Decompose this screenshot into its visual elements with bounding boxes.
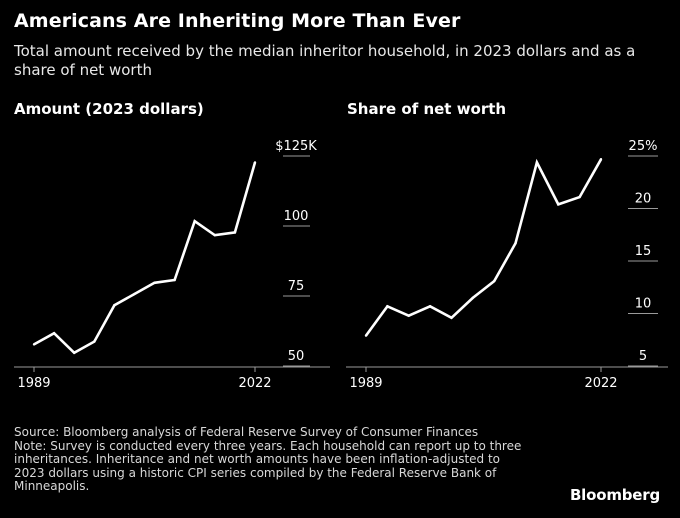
amount-data-point [153,281,156,284]
amount-y-tick-label: 100 [284,209,309,224]
amount-series-line [33,162,257,355]
share-data-point [578,195,581,199]
share-x-tick-label: 1989 [349,376,382,391]
footnote: Source: Bloomberg analysis of Federal Re… [14,425,534,494]
amount-y-tick-label: 50 [288,349,305,364]
note-text: Note: Survey is conducted every three ye… [14,438,522,494]
share-data-point [386,305,389,308]
share-data-point [428,305,432,308]
share-data-point [557,203,560,206]
share-y-tick-label: 20 [635,192,652,207]
amount-data-point [32,343,36,346]
amount-data-point [233,231,237,234]
share-y-tick-label: 25% [629,139,658,154]
amount-x-tick-label: 1989 [17,376,50,391]
amount-data-point [173,278,176,282]
share-data-point [450,316,453,319]
amount-data-point [93,340,96,343]
amount-data-point [133,292,136,296]
share-data-point [364,334,368,337]
share-y-tick-label: 5 [639,349,647,364]
amount-panel-title: Amount (2023 dollars) [14,100,204,118]
amount-x-tick-label: 2022 [238,376,271,391]
amount-data-point [253,161,257,164]
share-data-point [514,242,517,245]
amount-data-point [213,234,217,237]
amount-y-tick-label: 75 [288,279,305,294]
charts-canvas: 50 75 100 $125K 1989 2022 5 10 15 20 25% 1989 2022 [14,139,668,391]
share-y-tick-label: 10 [635,297,652,312]
chart-subtitle: Total amount received by the median inhe… [14,42,636,79]
share-series-line [364,158,603,337]
share-data-point [471,296,475,300]
share-panel-title: Share of net worth [347,100,507,118]
amount-data-point [52,332,56,335]
amount-y-tick-label: $125K [275,139,317,154]
amount-data-point [113,304,116,307]
share-data-point [535,161,539,164]
amount-data-point [193,220,196,223]
source-text: Source: Bloomberg analysis of Federal Re… [14,425,479,439]
share-y-tick-label: 15 [635,244,652,259]
amount-data-point [72,351,76,354]
share-data-point [492,279,496,283]
chart-title: Americans Are Inheriting More Than Ever [14,10,461,32]
bloomberg-logo: Bloomberg [569,486,660,504]
share-x-tick-label: 2022 [584,376,617,391]
share-data-point [599,158,603,161]
share-data-point [407,314,410,317]
